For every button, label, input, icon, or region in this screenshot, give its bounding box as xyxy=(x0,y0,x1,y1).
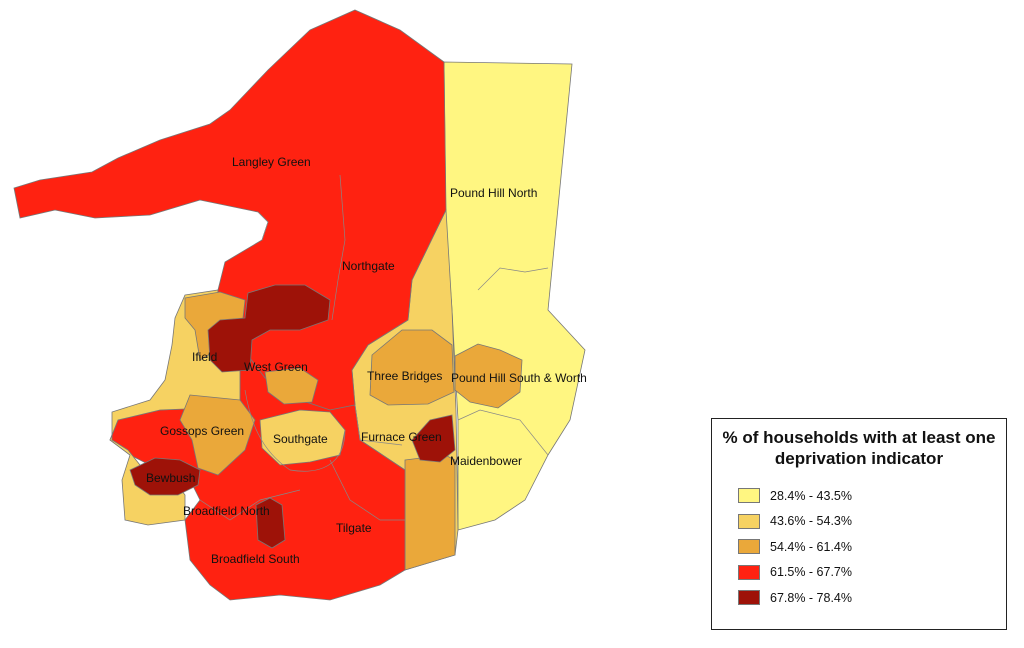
ward-label: Broadfield South xyxy=(211,552,300,566)
legend-item: 28.4% - 43.5% xyxy=(738,483,1006,509)
legend-list: 28.4% - 43.5% 43.6% - 54.3% 54.4% - 61.4… xyxy=(738,483,1006,611)
legend-label: 43.6% - 54.3% xyxy=(770,514,852,529)
legend-label: 54.4% - 61.4% xyxy=(770,539,852,554)
ward-label: Langley Green xyxy=(232,155,311,169)
legend-swatch xyxy=(738,539,760,555)
ward-area-southgate xyxy=(259,409,346,466)
ward-label: Gossops Green xyxy=(160,424,244,438)
ward-area-west-green-dark xyxy=(207,284,331,373)
ward-area-west-green-core xyxy=(264,367,319,405)
ward-label: Tilgate xyxy=(336,521,372,535)
ward-label: Ifield xyxy=(192,350,217,364)
legend-label: 28.4% - 43.5% xyxy=(770,488,852,503)
legend-item: 61.5% - 67.7% xyxy=(738,560,1006,586)
ward-label: Bewbush xyxy=(146,471,195,485)
ward-label: Furnace Green xyxy=(361,430,442,444)
legend-item: 54.4% - 61.4% xyxy=(738,534,1006,560)
ward-area-furnace-dark xyxy=(411,414,456,463)
legend-swatch xyxy=(738,590,760,606)
legend-label: 67.8% - 78.4% xyxy=(770,590,852,605)
legend-swatch xyxy=(738,564,760,580)
ward-label: Three Bridges xyxy=(367,369,442,383)
ward-label: Pound Hill South & Worth xyxy=(451,371,587,385)
ward-labels: Langley Green Pound Hill North Northgate… xyxy=(146,155,587,566)
legend-label: 61.5% - 67.7% xyxy=(770,565,852,580)
legend-swatch xyxy=(738,488,760,504)
legend-item: 67.8% - 78.4% xyxy=(738,585,1006,611)
legend-title: % of households with at least one depriv… xyxy=(722,428,996,468)
legend-item: 43.6% - 54.3% xyxy=(738,509,1006,535)
ward-label: Maidenbower xyxy=(450,454,522,468)
ward-area-three-bridges-core xyxy=(369,329,455,406)
ward-area-pound-hill-south xyxy=(454,343,523,409)
ward-label: Southgate xyxy=(273,432,328,446)
ward-area-broadfield-dark xyxy=(255,497,286,549)
ward-area-gossops xyxy=(179,394,256,476)
ward-label: Broadfield North xyxy=(183,504,270,518)
legend-swatch xyxy=(738,513,760,529)
ward-label: West Green xyxy=(244,360,308,374)
ward-area-bewbush-dark xyxy=(129,457,201,496)
ward-label: Pound Hill North xyxy=(450,186,537,200)
ward-label: Northgate xyxy=(342,259,395,273)
ward-area-tilgate-east xyxy=(404,454,456,571)
map-legend: % of households with at least one depriv… xyxy=(711,418,1007,630)
